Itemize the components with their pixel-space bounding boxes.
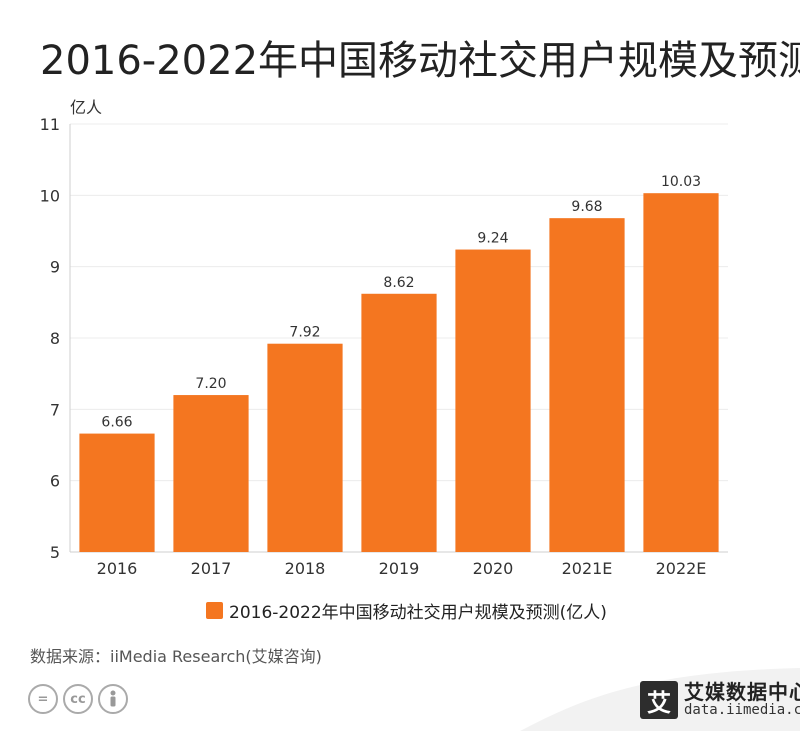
y-tick-label: 9	[50, 258, 60, 277]
data-label-2017: 7.20	[195, 376, 226, 392]
x-tick-label-2020: 2020	[473, 559, 514, 578]
x-tick-label-2019: 2019	[379, 559, 420, 578]
source-note: 数据来源：iiMedia Research(艾媒咨询)	[30, 647, 322, 666]
brand-name: 艾媒数据中心	[684, 680, 800, 705]
x-tick-label-2022E: 2022E	[656, 559, 707, 578]
y-tick-label: 11	[40, 115, 60, 134]
equals-icon: =	[28, 684, 58, 714]
x-tick-label-2018: 2018	[285, 559, 326, 578]
brand-mark: 艾	[640, 681, 678, 719]
bar-2016	[79, 433, 155, 552]
y-tick-label: 8	[50, 329, 60, 348]
y-tick-label: 7	[50, 400, 60, 419]
data-label-2019: 8.62	[383, 275, 414, 291]
license-icons: = cc	[28, 684, 128, 714]
axes: 5 6 7 8 9 10 11 2016 2017 2018 2019 2020 2021E 2022E	[40, 115, 728, 578]
legend-label: 2016-2022年中国移动社交用户规模及预测(亿人)	[229, 602, 607, 623]
bar-2017	[173, 395, 249, 552]
person-icon	[98, 684, 128, 714]
data-label-2020: 9.24	[477, 231, 508, 247]
bar-2022E	[643, 193, 719, 552]
bar-2020	[455, 249, 531, 552]
y-tick-label: 10	[40, 186, 60, 205]
legend: 2016-2022年中国移动社交用户规模及预测(亿人)	[206, 598, 607, 623]
x-tick-label-2016: 2016	[97, 559, 138, 578]
data-label-2018: 7.92	[289, 325, 320, 341]
chart-title: 2016-2022年中国移动社交用户规模及预测	[40, 38, 800, 84]
brand-logo: 艾 艾媒数据中心 data.iimedia.cn	[640, 681, 800, 719]
data-labels: 6.66 7.20 7.92 8.62 9.24 9.68 10.03	[101, 174, 701, 430]
y-tick-label: 6	[50, 472, 60, 491]
x-tick-label-2017: 2017	[191, 559, 232, 578]
data-label-2021E: 9.68	[571, 199, 602, 215]
cc-icon: cc	[63, 684, 93, 714]
bars	[79, 193, 719, 552]
bar-2018	[267, 343, 343, 552]
bar-2021E	[549, 218, 625, 552]
y-axis-label: 亿人	[70, 98, 102, 117]
brand-url: data.iimedia.cn	[684, 702, 800, 719]
legend-swatch	[206, 601, 223, 619]
bar-2019	[361, 293, 437, 552]
y-tick-label: 5	[50, 543, 60, 562]
data-label-2016: 6.66	[101, 415, 132, 431]
x-tick-label-2021E: 2021E	[562, 559, 613, 578]
data-label-2022E: 10.03	[661, 174, 701, 190]
